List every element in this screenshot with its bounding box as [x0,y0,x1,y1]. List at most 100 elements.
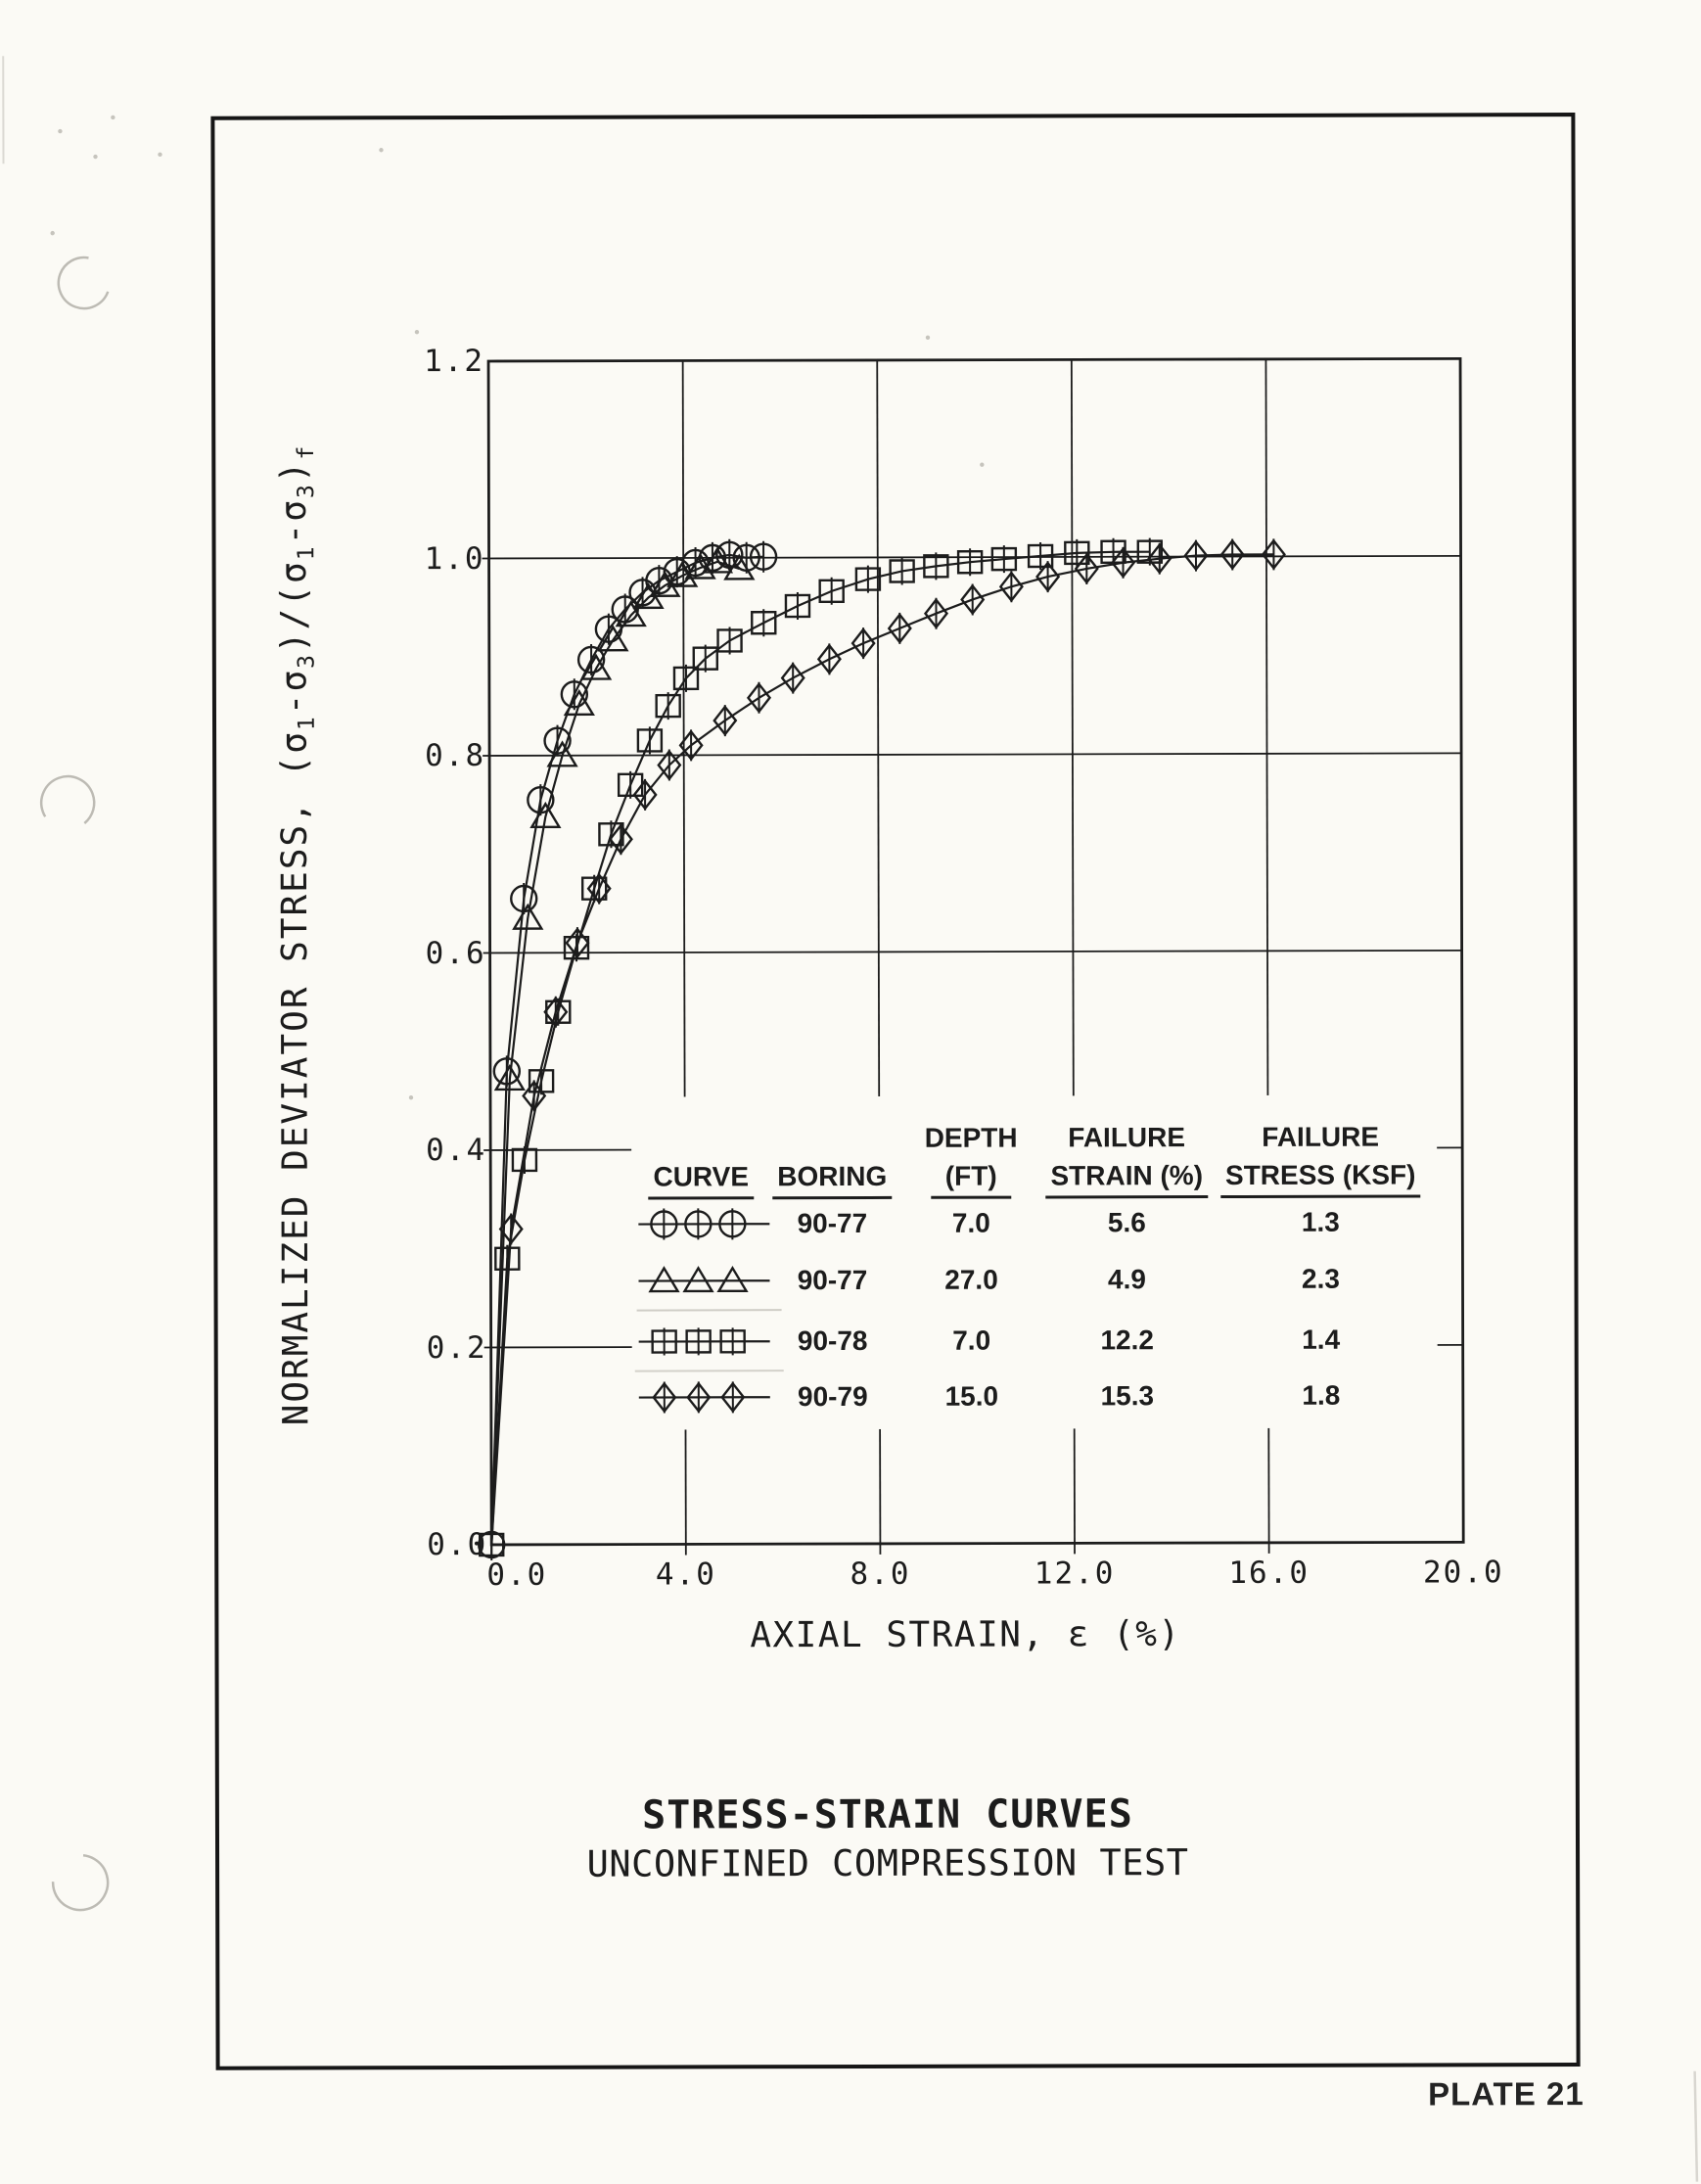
dust-speck [980,462,985,467]
plot-border [486,356,1465,1547]
diamond-marker-icon [1219,538,1245,571]
diamond-marker-icon [498,1213,524,1245]
triangle-marker-icon [723,553,756,581]
square-marker-icon [719,1327,746,1356]
dust-speck [111,115,115,120]
diamond-marker-icon [746,681,772,714]
circle-marker-icon [718,1208,747,1240]
series-diamond [490,538,1286,1546]
square-marker-icon [889,557,915,585]
scan-edge-artifact [1693,2070,1699,2182]
triangle-marker-icon [716,1265,749,1293]
x-tick-label: 8.0 [850,1556,911,1593]
square-marker-icon [692,644,719,673]
diamond-marker-icon [1074,552,1099,584]
square-marker-icon [651,1327,677,1356]
diamond-marker-icon [816,643,842,675]
legend-marker-row-square [638,1327,770,1356]
legend-marker-row-triangle [638,1265,770,1293]
chart-subtitle: UNCONFINED COMPRESSION TEST [586,1841,1189,1885]
diamond-marker-icon [522,1080,547,1112]
chart-title: STRESS-STRAIN CURVES [642,1791,1133,1838]
diamond-marker-icon [1147,542,1172,575]
diamond-marker-icon [608,823,633,856]
legend-whiteout [631,1094,1438,1430]
dust-speck [408,1094,414,1100]
square-marker-icon [784,592,811,621]
square-marker-icon [818,577,845,605]
triangle-marker-icon [597,625,629,652]
diamond-marker-icon [960,583,986,616]
punch-hole-icon [39,774,96,831]
legend-cell-failure-stress: 2.3 [1301,1263,1341,1294]
diamond-marker-icon [565,927,590,959]
x-tick-label: 12.0 [1034,1556,1116,1592]
triangle-marker-icon [615,600,647,627]
diamond-marker-icon [1035,561,1061,593]
square-marker-icon [494,1244,521,1273]
legend-header-line1: FAILURE [1262,1121,1380,1152]
triangle-marker-icon [546,740,578,767]
legend-marker-row-circle [638,1208,770,1240]
diamond-marker-icon [887,612,912,644]
square-marker-icon [685,1327,712,1356]
diamond-marker-icon [657,749,682,781]
square-marker-icon [1027,541,1054,570]
gridline-horizontal [483,949,1462,954]
legend-cell-failure-stress: 1.3 [1301,1206,1340,1237]
diamond-marker-icon [713,705,738,737]
triangle-marker-icon [512,903,544,930]
square-marker-icon [672,664,700,692]
legend-marker-row-diamond [638,1381,770,1414]
triangle-marker-icon [649,570,681,597]
plate-label: PLATE 21 [1428,2075,1585,2113]
diamond-marker-icon [1183,539,1209,572]
triangle-marker-icon [701,546,734,574]
dust-speck [925,335,931,340]
series-triangle [490,546,756,1546]
triangle-marker-icon [529,801,562,829]
dust-speck [50,230,55,236]
circle-marker-icon [684,1208,713,1240]
circle-marker-icon [576,643,606,675]
triangle-marker-icon [563,688,595,717]
dust-speck [379,148,384,153]
diamond-marker-icon [850,627,876,660]
gridline-horizontal [482,554,1461,560]
x-tick-label: 0.0 [486,1557,548,1593]
square-marker-icon [990,545,1018,574]
gridline-horizontal [483,752,1462,757]
square-marker-icon [956,548,984,577]
y-tick-label: 0.8 [425,737,486,774]
square-marker-icon [923,552,949,581]
dust-speck [414,329,420,335]
legend-header-stress-ksf-: FAILURE STRESS (KSF) [1173,1117,1467,1199]
square-marker-icon [751,609,777,637]
y-tick-label: 1.0 [424,540,485,577]
punch-hole-icon [57,256,112,310]
diamond-marker-icon [1110,546,1136,579]
diamond-marker-icon [678,729,704,762]
legend-cell-failure-stress: 1.8 [1302,1379,1341,1411]
y-tick-label: 0.2 [426,1329,487,1366]
diamond-marker-icon [998,571,1024,603]
y-axis-label: NORMALIZED DEVIATOR STRESS, (σ1-σ3)/(σ1-… [273,443,320,1426]
triangle-marker-icon [580,653,613,680]
circle-marker-icon [749,540,778,573]
diamond-marker-icon [780,662,805,694]
x-tick-label: 16.0 [1228,1555,1310,1591]
triangle-marker-icon [682,1266,714,1293]
circle-marker-icon [560,678,589,711]
diamond-marker-icon [543,996,569,1028]
y-tick-label: 0.6 [425,935,486,971]
diamond-marker-icon [632,778,658,811]
square-marker-icon [716,627,743,655]
series-square [478,537,1164,1558]
x-tick-label: 4.0 [655,1557,716,1593]
triangle-marker-icon [648,1266,680,1293]
diamond-marker-icon [586,872,612,905]
punch-hole-icon [51,1853,110,1912]
diamond-marker-icon [1261,538,1286,571]
